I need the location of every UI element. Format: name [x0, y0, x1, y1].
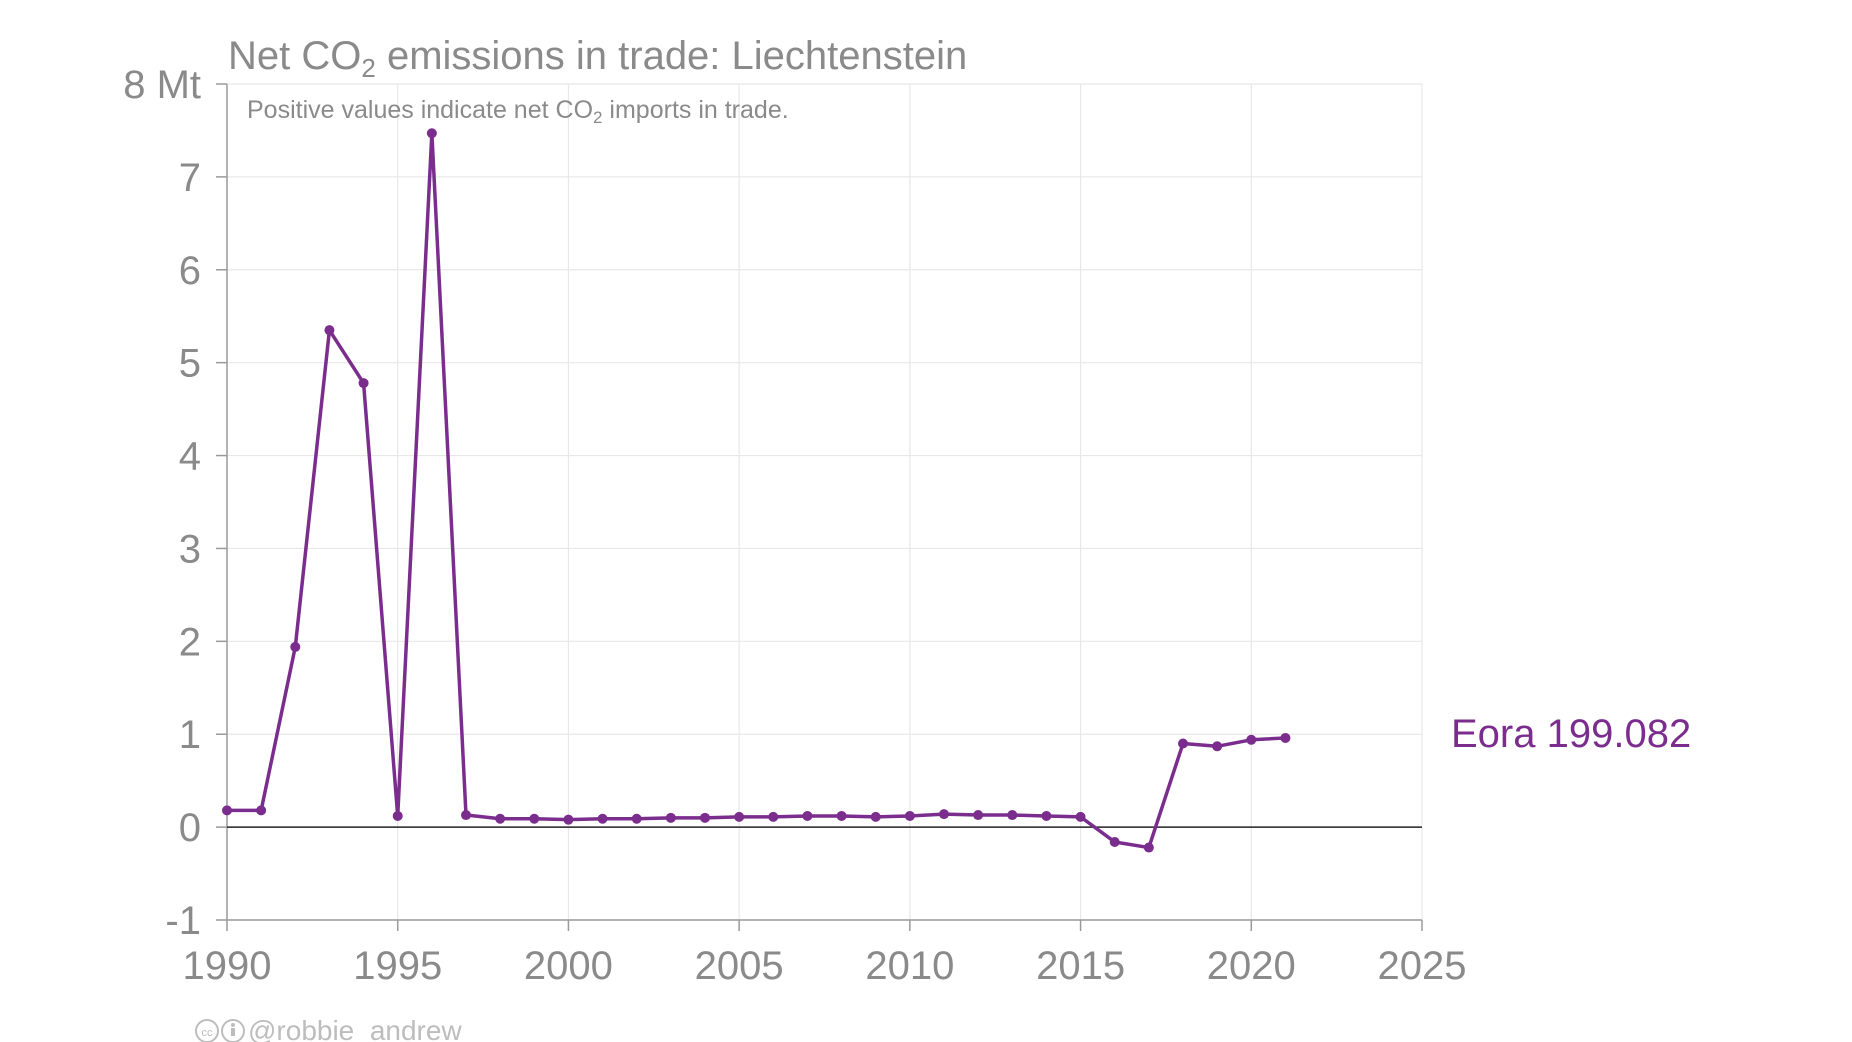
chart-subtitle-subscript: 2 — [593, 108, 602, 127]
y-tick-label: 1 — [179, 713, 201, 757]
chart-title-subscript: 2 — [361, 53, 375, 83]
y-tick-label: 2 — [179, 620, 201, 664]
data-point — [700, 812, 710, 823]
data-point — [1212, 741, 1223, 752]
data-point — [358, 378, 369, 389]
data-point — [392, 810, 403, 821]
data-point — [870, 811, 881, 822]
y-tick-label: 0 — [179, 806, 201, 850]
data-point — [939, 809, 949, 820]
credit-text: @robbie_andrew — [248, 1015, 462, 1042]
data-point — [426, 128, 437, 139]
data-point — [290, 641, 301, 652]
x-tick-label: 2025 — [1378, 944, 1467, 988]
tick-labels: -1 0 1 2 3 4 5 6 7 8 Mt 1990 1995 2000 2005 2010 2015 20… — [123, 63, 1466, 988]
data-point — [529, 813, 540, 824]
data-point — [1109, 836, 1120, 847]
y-tick-label: 5 — [179, 342, 201, 386]
data-point — [665, 812, 676, 823]
data-point — [1041, 810, 1052, 821]
by-icon — [221, 1019, 245, 1042]
data-point — [802, 810, 813, 821]
data-point — [324, 325, 335, 336]
data-point — [1280, 732, 1291, 743]
data-point — [256, 805, 267, 816]
svg-text:cc: cc — [202, 1027, 214, 1039]
chart-subtitle: Positive values indicate net CO2 imports… — [247, 96, 789, 127]
y-tick-label: 4 — [179, 435, 201, 479]
x-tick-label: 2020 — [1207, 944, 1296, 988]
cc-icon: cc — [195, 1019, 219, 1042]
credit-footer: cc @robbie_andrew — [195, 1015, 462, 1042]
x-tick-label: 2015 — [1036, 944, 1125, 988]
x-tick-label: 1995 — [353, 944, 442, 988]
series-label-eora: Eora 199.082 — [1451, 712, 1691, 756]
series-layer — [222, 128, 1291, 853]
data-point — [734, 811, 745, 822]
series-line — [227, 131, 1286, 850]
axes — [226, 84, 1422, 921]
x-tick-label: 2005 — [695, 944, 784, 988]
y-tick-label: 3 — [179, 527, 201, 571]
chart-title: Net CO2 emissions in trade: Liechtenstei… — [228, 34, 967, 83]
data-point — [1178, 738, 1188, 749]
data-point — [631, 813, 642, 824]
y-tick-label: 8 Mt — [123, 63, 201, 107]
data-point — [597, 813, 608, 824]
data-point — [1246, 734, 1257, 745]
data-point — [904, 810, 915, 821]
data-point — [1143, 842, 1154, 853]
x-tick-label: 2010 — [865, 944, 954, 988]
y-tick-label: 6 — [179, 249, 201, 293]
data-point — [836, 810, 847, 821]
y-tick-label: -1 — [165, 899, 201, 943]
data-point — [222, 805, 232, 816]
data-point — [1075, 811, 1086, 822]
x-tick-label: 1990 — [183, 944, 272, 988]
data-point — [495, 813, 506, 824]
data-point — [973, 810, 984, 821]
grid-lines — [227, 83, 1423, 921]
y-tick-label: 7 — [179, 156, 201, 200]
data-point — [563, 814, 574, 825]
x-tick-label: 2000 — [524, 944, 613, 988]
data-point — [1007, 810, 1018, 821]
data-point — [461, 810, 471, 821]
data-point — [768, 811, 779, 822]
